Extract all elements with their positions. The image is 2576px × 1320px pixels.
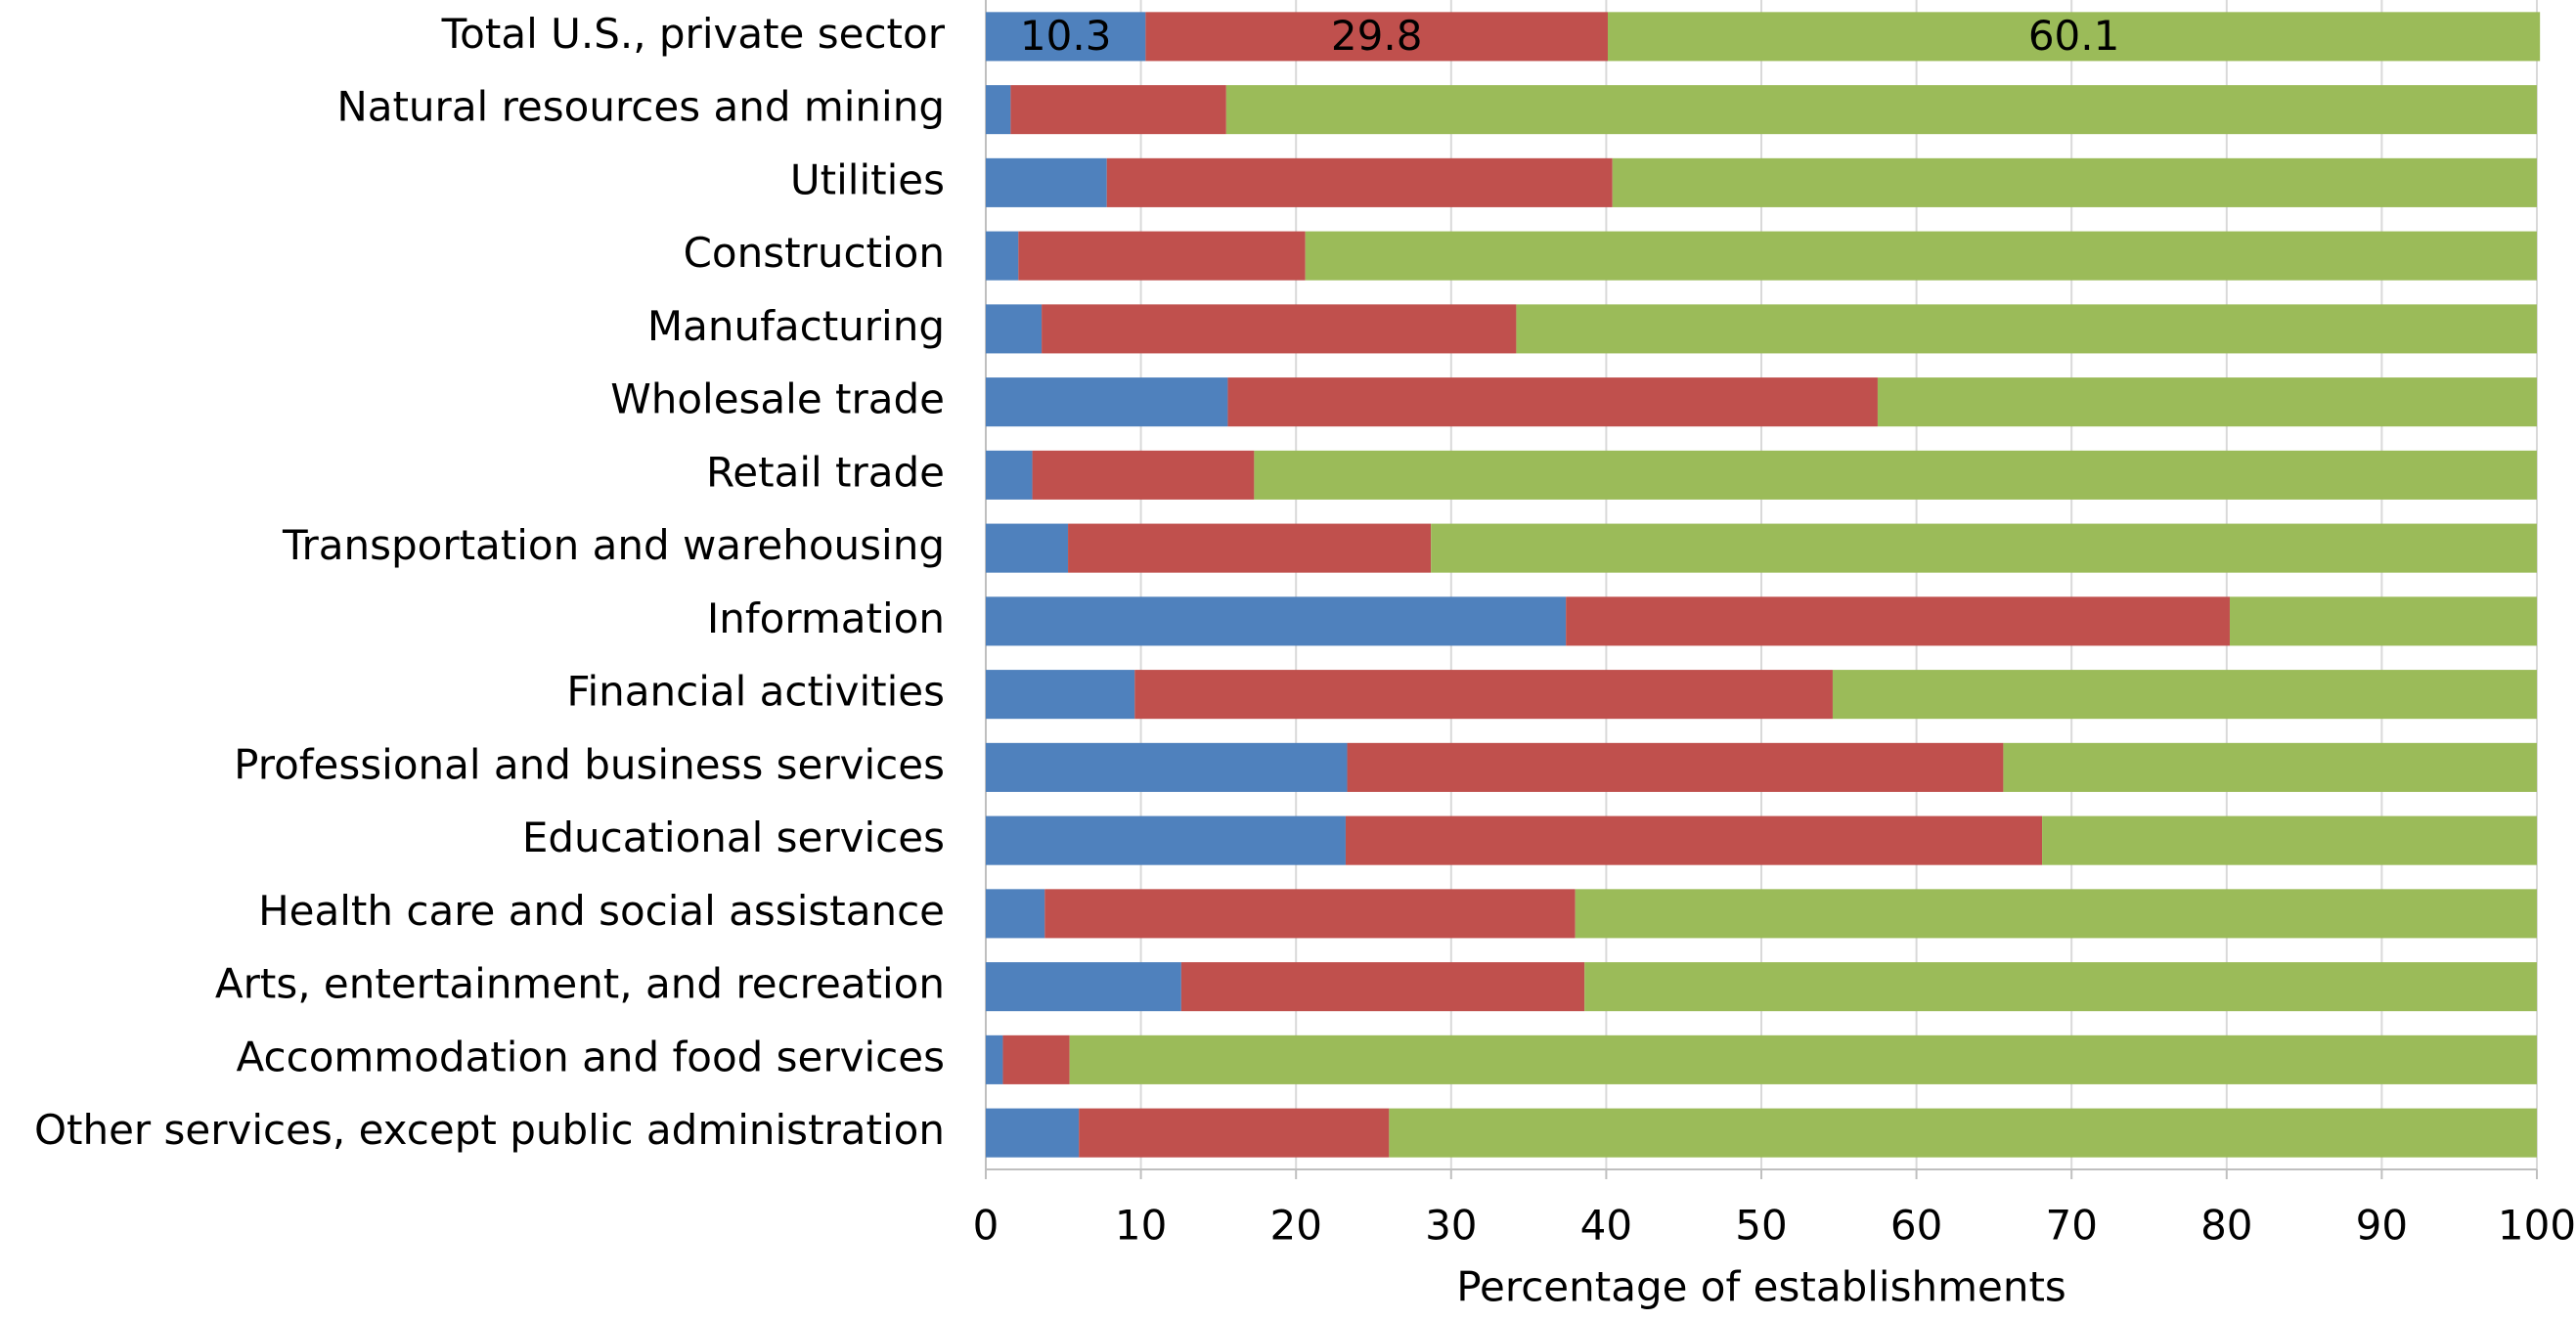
bar-segment bbox=[1347, 742, 2004, 792]
bar-segment bbox=[986, 12, 1146, 62]
x-tick-label: 80 bbox=[2200, 1202, 2252, 1250]
bar-segment bbox=[1877, 377, 2537, 427]
x-tick-label: 50 bbox=[1735, 1202, 1787, 1250]
x-tick-label: 30 bbox=[1425, 1202, 1477, 1250]
x-tick-label: 100 bbox=[2498, 1202, 2576, 1250]
bar-segment bbox=[1516, 304, 2537, 354]
bar-segment bbox=[1584, 962, 2537, 1012]
x-tick-label: 20 bbox=[1269, 1202, 1321, 1250]
y-tick-label: Utilities bbox=[790, 155, 945, 203]
bar-segment bbox=[986, 450, 1033, 500]
y-tick-label: Wholesale trade bbox=[610, 375, 945, 423]
bar-segment bbox=[986, 85, 1011, 135]
bar-segment bbox=[1042, 304, 1517, 354]
bar-segment bbox=[986, 596, 1567, 646]
y-tick-label: Health care and social assistance bbox=[258, 887, 945, 935]
x-tick-label: 40 bbox=[1580, 1202, 1632, 1250]
data-label: 29.8 bbox=[1331, 12, 1423, 60]
x-tick-label: 10 bbox=[1115, 1202, 1167, 1250]
y-tick-label: Construction bbox=[684, 229, 945, 277]
bar-segment bbox=[1832, 670, 2537, 720]
bar-segment bbox=[2042, 815, 2537, 865]
y-tick-label: Transportation and warehousing bbox=[282, 521, 945, 569]
bar-segment bbox=[1305, 231, 2537, 281]
y-tick-label: Professional and business services bbox=[234, 740, 945, 788]
bar-segment bbox=[1032, 450, 1255, 500]
data-label: 10.3 bbox=[1020, 12, 1112, 60]
bar-segment bbox=[1018, 231, 1306, 281]
bar-segment bbox=[1180, 962, 1585, 1012]
bar-segment bbox=[986, 1034, 1003, 1084]
bar-segment bbox=[1575, 889, 2537, 939]
y-tick-label: Other services, except public administra… bbox=[34, 1106, 945, 1154]
bar-segment bbox=[1389, 1108, 2537, 1158]
bar-segment bbox=[1227, 377, 1878, 427]
bar-segment bbox=[1612, 157, 2537, 207]
bar-segment bbox=[986, 377, 1228, 427]
bar-segment bbox=[986, 889, 1045, 939]
y-tick-label: Arts, entertainment, and recreation bbox=[215, 960, 945, 1008]
bar-segment bbox=[1079, 1108, 1390, 1158]
bar-segment bbox=[1106, 157, 1613, 207]
y-tick-label: Retail trade bbox=[706, 448, 945, 496]
bar-segment bbox=[1225, 85, 2537, 135]
bar-segment bbox=[986, 742, 1348, 792]
bar-segment bbox=[1068, 523, 1432, 573]
bar-segment bbox=[1607, 12, 2541, 62]
bar-segment bbox=[2229, 596, 2537, 646]
y-tick-label: Manufacturing bbox=[647, 302, 945, 350]
bar-segment bbox=[1566, 596, 2230, 646]
bar-segment bbox=[1002, 1034, 1070, 1084]
y-tick-label: Total U.S., private sector bbox=[441, 10, 946, 58]
bar-segment bbox=[986, 523, 1069, 573]
y-tick-label: Natural resources and mining bbox=[336, 83, 945, 131]
bar-segment bbox=[1254, 450, 2537, 500]
bar-segment bbox=[1431, 523, 2537, 573]
bar-segment bbox=[1134, 670, 1833, 720]
bar-segment bbox=[986, 157, 1107, 207]
bar-segment bbox=[1345, 815, 2043, 865]
bar-segment bbox=[1069, 1034, 2537, 1084]
y-tick-label: Financial activities bbox=[566, 668, 945, 716]
y-tick-label: Educational services bbox=[522, 814, 945, 861]
x-axis-title: Percentage of establishments bbox=[1456, 1263, 2066, 1311]
bar-segment bbox=[986, 1108, 1080, 1158]
y-tick-label: Information bbox=[707, 594, 945, 642]
bar-segment bbox=[1145, 12, 1608, 62]
x-tick-label: 70 bbox=[2045, 1202, 2097, 1250]
bar-segment bbox=[986, 962, 1181, 1012]
bar-segment bbox=[986, 304, 1043, 354]
y-tick-label: Accommodation and food services bbox=[237, 1033, 945, 1080]
bar-segment bbox=[986, 231, 1019, 281]
x-tick-label: 60 bbox=[1890, 1202, 1942, 1250]
bar-segment bbox=[986, 815, 1346, 865]
bar-segment bbox=[2003, 742, 2537, 792]
x-tick-label: 90 bbox=[2356, 1202, 2408, 1250]
data-label: 60.1 bbox=[2028, 12, 2120, 60]
bar-segment bbox=[1010, 85, 1226, 135]
bar-segment bbox=[1044, 889, 1576, 939]
bar-segment bbox=[986, 670, 1135, 720]
x-tick-label: 0 bbox=[973, 1202, 999, 1250]
